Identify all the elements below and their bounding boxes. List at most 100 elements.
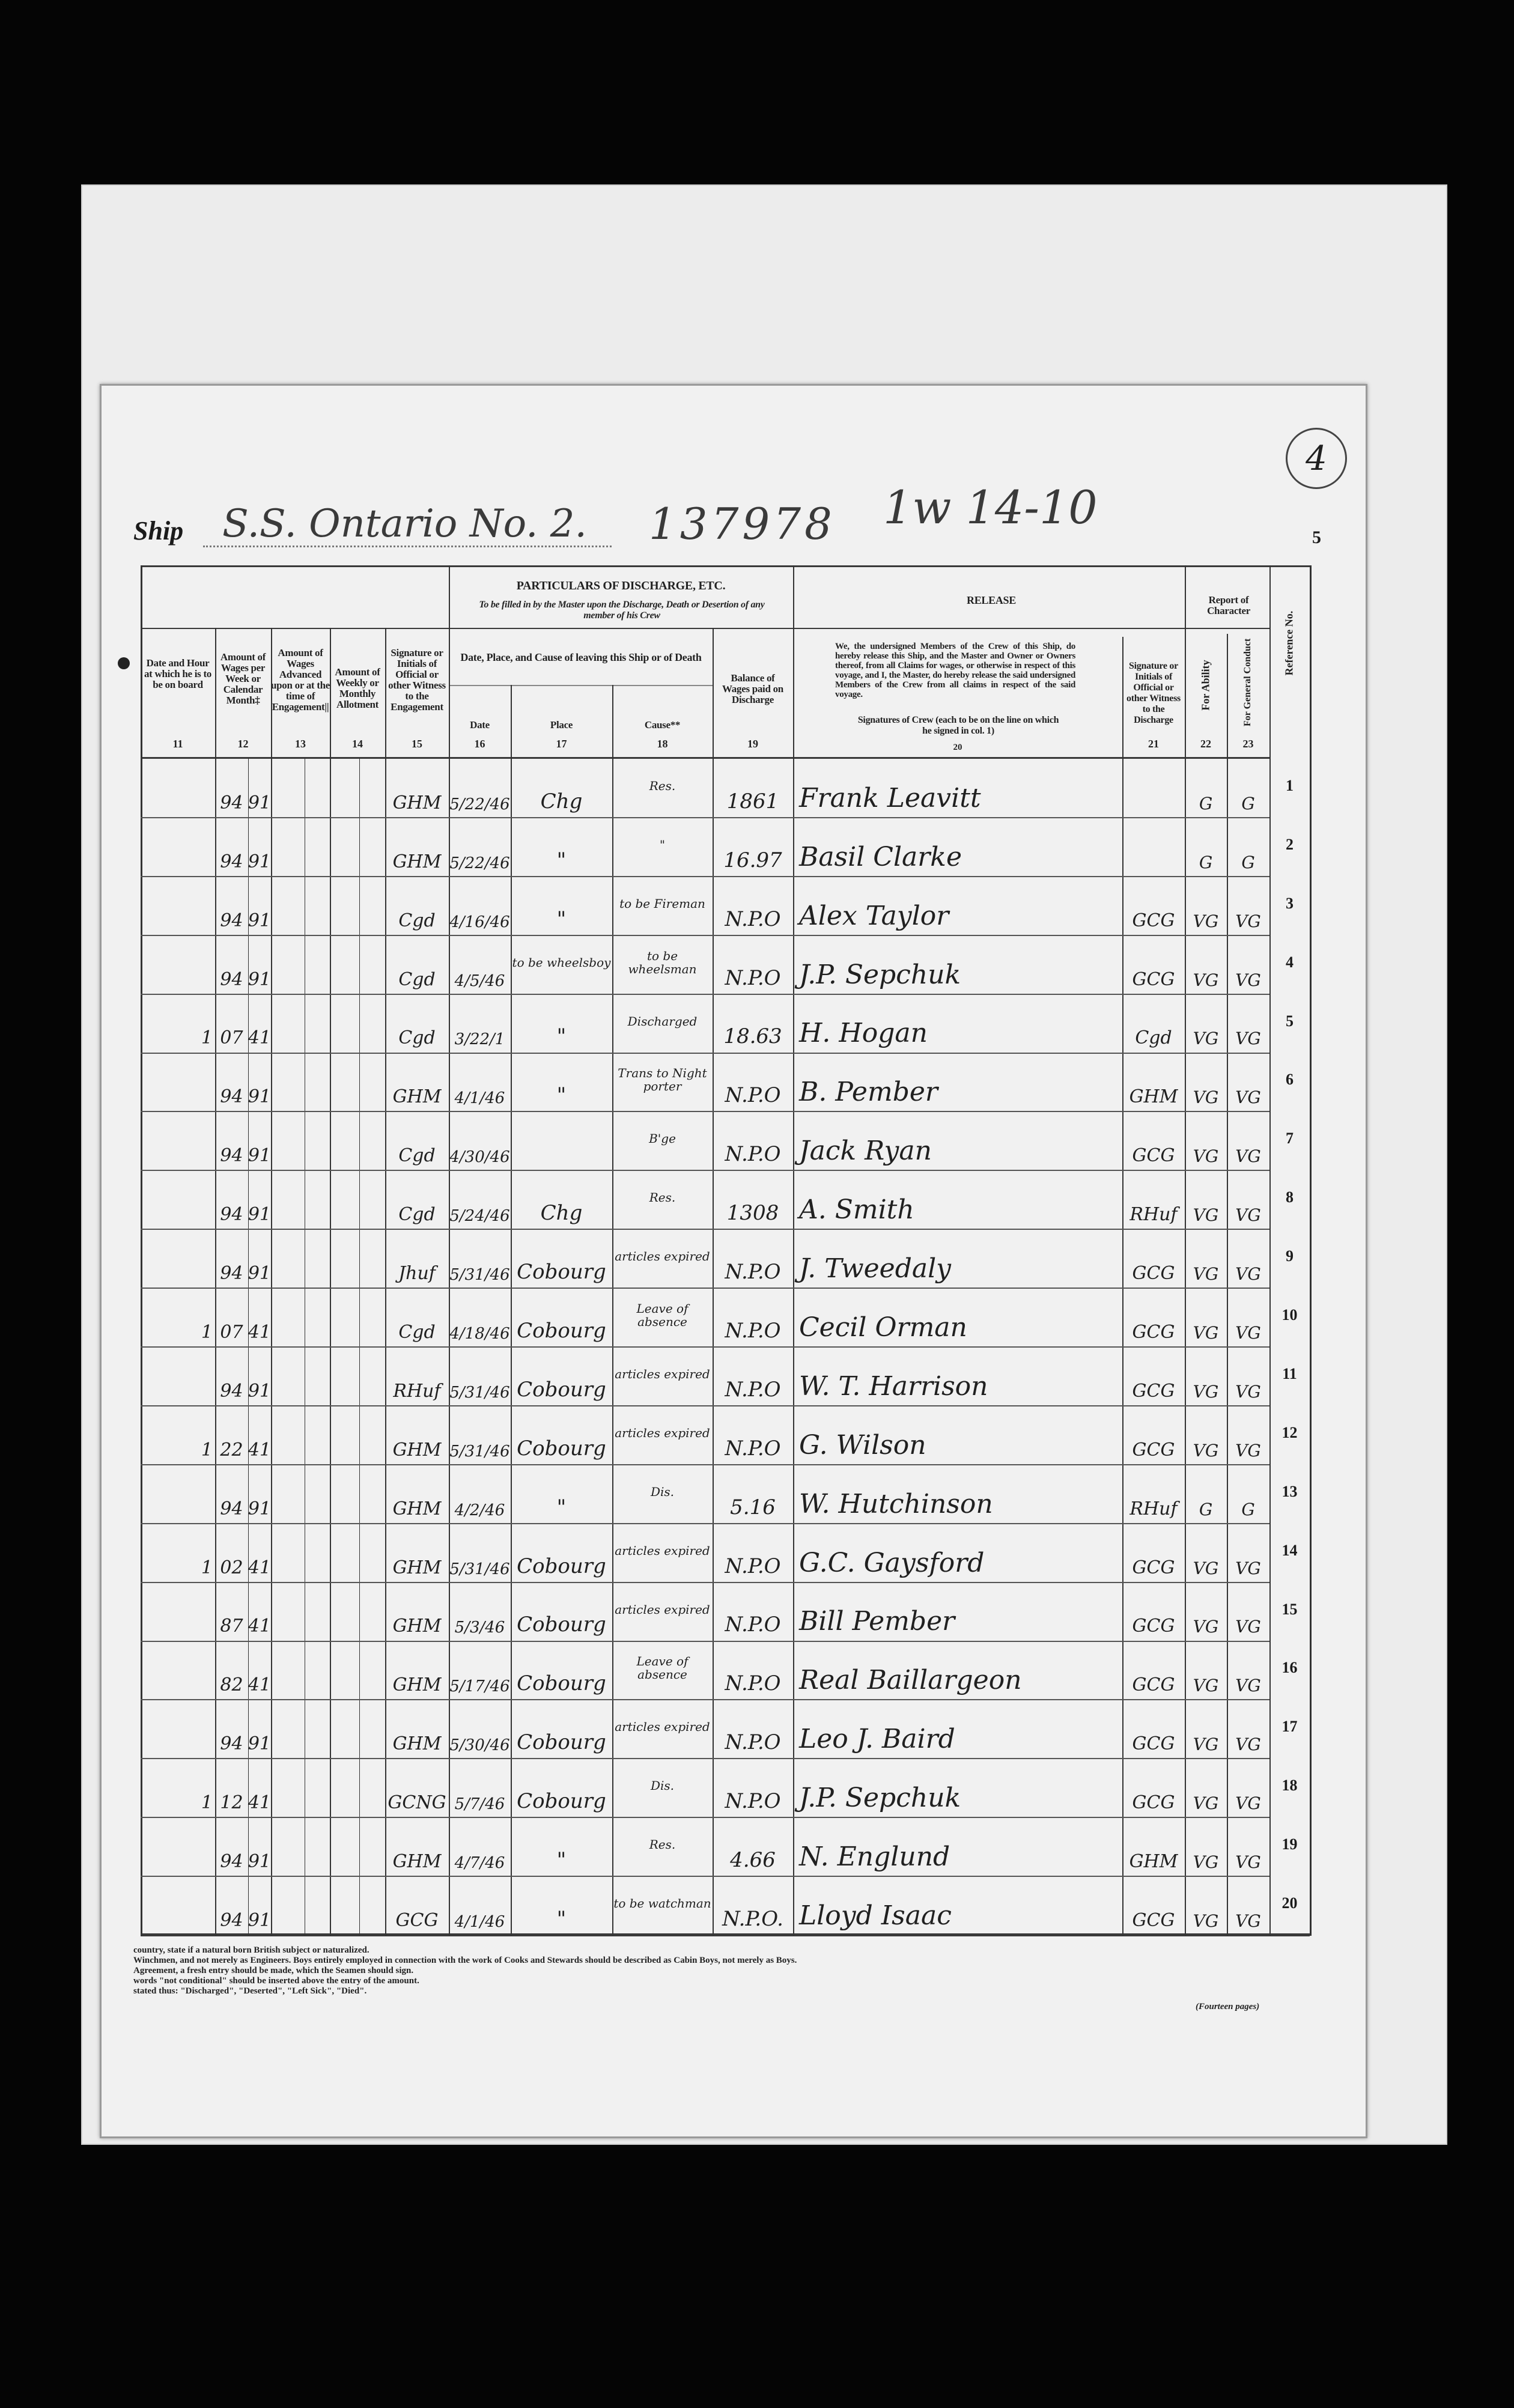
wage-amount: 94	[220, 851, 243, 872]
engagement-witness: GCG	[395, 1909, 439, 1931]
discharge-cause: articles expired	[615, 1602, 710, 1617]
col18-header: Cause**	[644, 719, 681, 731]
conduct-rating: G	[1241, 1499, 1255, 1519]
discharge-witness: RHuf	[1129, 1204, 1178, 1226]
wage-cents: 41	[248, 1557, 272, 1578]
discharge-date: 5/22/46	[449, 795, 510, 813]
wage-amount: 94	[220, 1086, 243, 1108]
wage-hundreds	[141, 1817, 215, 1876]
discharge-place: "	[556, 1848, 567, 1873]
discharge-witness: GCG	[1132, 1616, 1175, 1637]
balance-paid: N.P.O	[725, 1436, 781, 1461]
column-divider	[141, 565, 142, 1936]
ability-rating: VG	[1193, 1440, 1219, 1461]
balance-paid: 4.66	[730, 1848, 776, 1873]
col18-number: 18	[657, 738, 668, 750]
balance-paid: N.P.O	[725, 1554, 781, 1578]
wage-hundreds: 1	[201, 1027, 213, 1049]
engagement-witness: GHM	[392, 1086, 442, 1108]
discharge-date: 5/31/46	[449, 1383, 510, 1402]
discharge-witness: GHM	[1129, 1086, 1178, 1108]
table-top-border	[141, 565, 1310, 567]
engagement-witness: GHM	[392, 1439, 442, 1461]
balance-paid: N.P.O	[725, 1260, 781, 1285]
ability-rating: VG	[1193, 1558, 1219, 1578]
crew-signature: J. Tweedaly	[799, 1253, 952, 1285]
reference-number: 19	[1281, 1835, 1298, 1853]
wage-cents: 91	[248, 968, 272, 990]
wage-cents: 91	[248, 851, 272, 872]
balance-paid: N.P.O.	[722, 1906, 783, 1931]
engagement-witness: GHM	[392, 792, 442, 813]
crew-signature: W. T. Harrison	[799, 1370, 988, 1402]
wage-hundreds	[141, 1699, 215, 1758]
row-divider	[141, 1876, 1269, 1877]
discharge-witness: GCG	[1132, 1792, 1175, 1814]
ability-rating: G	[1199, 852, 1213, 872]
wage-amount: 22	[220, 1439, 243, 1461]
row-divider	[141, 1111, 1269, 1113]
balance-paid: N.P.O	[725, 1377, 781, 1402]
ability-rating: VG	[1193, 1617, 1219, 1637]
discharge-witness: GCG	[1132, 1439, 1175, 1461]
engagement-witness: Cgd	[398, 1027, 436, 1049]
ability-rating: VG	[1193, 1087, 1219, 1108]
ability-rating: VG	[1193, 1205, 1219, 1226]
discharge-cause: to be watchman	[613, 1896, 711, 1911]
balance-paid: 16.97	[723, 848, 782, 872]
crew-signature: Real Baillargeon	[799, 1665, 1022, 1696]
wage-amount: 94	[220, 1145, 243, 1167]
conduct-rating: VG	[1235, 1735, 1261, 1755]
wage-cents: 41	[248, 1321, 272, 1343]
header-bottom-border	[141, 757, 1269, 759]
crew-signature: Alex Taylor	[799, 900, 949, 931]
crew-signature: A. Smith	[799, 1194, 914, 1226]
col19-header: Balance of Wages paid on Discharge	[722, 672, 783, 705]
wage-cents: 41	[248, 1439, 272, 1461]
wage-amount: 94	[220, 968, 243, 990]
engagement-witness: RHuf	[393, 1380, 441, 1402]
punch-hole	[118, 657, 130, 669]
balance-paid: 18.63	[723, 1024, 782, 1049]
wage-amount: 07	[220, 1321, 243, 1343]
col23-header: For General Conduct	[1242, 638, 1253, 726]
col14-header: Amount of Weekly or Monthly Allotment	[335, 666, 380, 710]
discharge-place: "	[556, 1906, 567, 1931]
col11-number: 11	[172, 738, 183, 750]
discharge-cause: Res.	[649, 778, 676, 793]
discharge-cause: articles expired	[615, 1366, 710, 1381]
wage-hundreds: 1	[201, 1439, 213, 1461]
column-divider	[215, 628, 216, 1936]
wage-cents: 91	[248, 1851, 272, 1873]
col13-number: 13	[295, 738, 306, 750]
row-divider	[141, 1758, 1269, 1760]
wage-hundreds	[141, 1170, 215, 1229]
col19-number: 19	[747, 738, 758, 750]
header-group-divider	[141, 628, 1269, 629]
discharge-place: "	[556, 848, 567, 872]
row-divider	[141, 1699, 1269, 1701]
reference-number: 15	[1281, 1600, 1298, 1618]
reference-number: 10	[1281, 1306, 1298, 1324]
crew-signature: J.P. Sepchuk	[799, 1783, 961, 1814]
discharge-place	[511, 1111, 612, 1170]
conduct-rating: VG	[1235, 1029, 1261, 1049]
ability-rating: VG	[1193, 1676, 1219, 1696]
conduct-rating: VG	[1235, 1264, 1261, 1285]
engagement-witness: Jhuf	[398, 1263, 436, 1285]
row-divider	[141, 1405, 1269, 1406]
crew-signature: Bill Pember	[799, 1606, 955, 1637]
leaving-subdivider	[449, 685, 713, 686]
column-divider	[511, 685, 512, 1936]
leaving-title: Date, Place, and Cause of leaving this S…	[460, 651, 702, 663]
crew-signature: Basil Clarke	[799, 841, 962, 872]
ability-rating: VG	[1193, 1146, 1219, 1167]
discharge-cause: articles expired	[615, 1425, 710, 1440]
conduct-rating: G	[1241, 793, 1255, 813]
discharge-cause: Trans to Night porter	[618, 1066, 707, 1094]
discharge-place: "	[556, 1024, 567, 1049]
balance-paid: 1861	[726, 789, 779, 813]
discharge-witness	[1122, 758, 1185, 817]
conduct-rating: VG	[1235, 1205, 1261, 1226]
wage-amount: 87	[220, 1616, 243, 1637]
